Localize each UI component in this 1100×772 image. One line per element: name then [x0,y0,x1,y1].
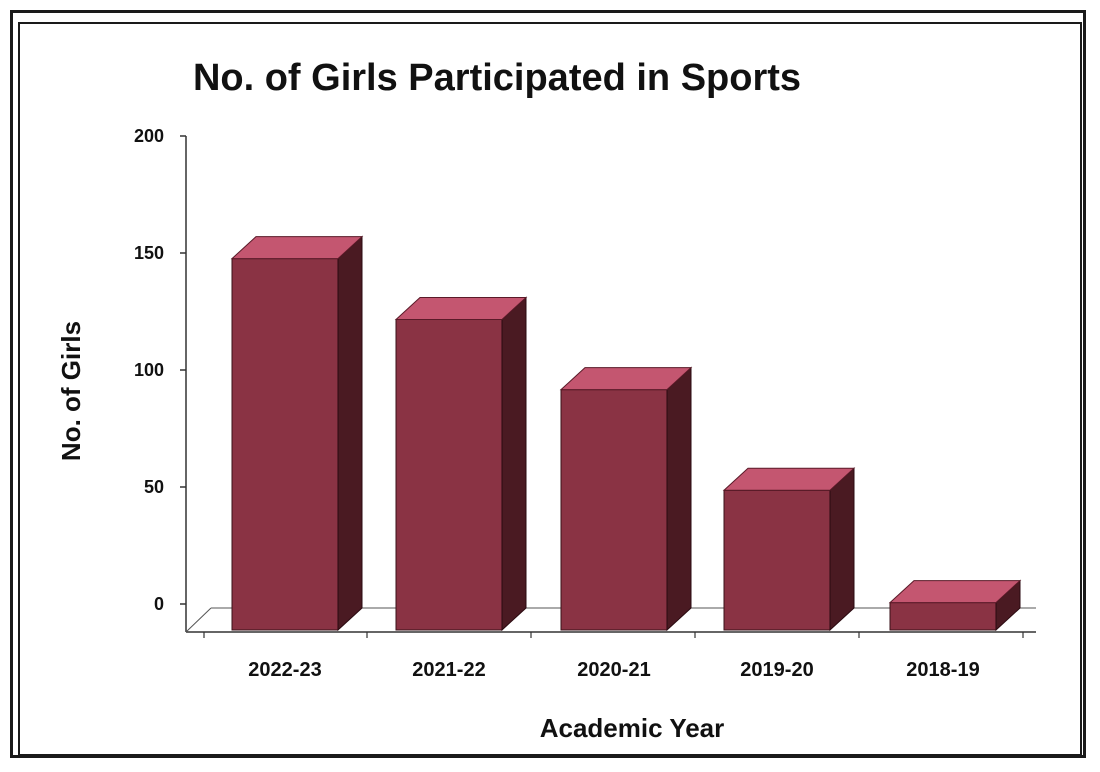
y-axis-title: No. of Girls [56,321,86,461]
y-tick-labels: 0 50 100 150 200 [134,126,186,614]
bar-side-face [830,468,854,630]
bars [232,237,1020,630]
bar-front-face [561,390,667,630]
y-tick-label: 50 [144,477,164,497]
x-tick-label: 2019-20 [740,659,813,681]
y-tick-label: 0 [154,594,164,614]
bar-front-face [232,259,338,630]
bar [724,468,854,630]
x-tick-labels: 2022-23 2021-22 2020-21 2019-20 2018-19 [204,632,1023,681]
bar [232,237,362,630]
chart-title: No. of Girls Participated in Sports [193,57,801,99]
bar-side-face [667,368,691,630]
bar-side-face [338,237,362,630]
x-tick-label: 2020-21 [577,659,650,681]
bar [890,581,1020,630]
y-tick-label: 150 [134,243,164,263]
y-tick-label: 200 [134,126,164,146]
bar-side-face [502,297,526,630]
bar [396,297,526,630]
x-tick-label: 2022-23 [248,659,321,681]
x-tick-label: 2021-22 [412,659,485,681]
bar-front-face [396,319,502,630]
bar-front-face [890,603,996,630]
bar-front-face [724,490,830,630]
x-axis-title: Academic Year [540,713,725,743]
bar [561,368,691,630]
x-tick-label: 2018-19 [906,659,979,681]
floor-edge-left [186,608,211,632]
y-tick-label: 100 [134,360,164,380]
